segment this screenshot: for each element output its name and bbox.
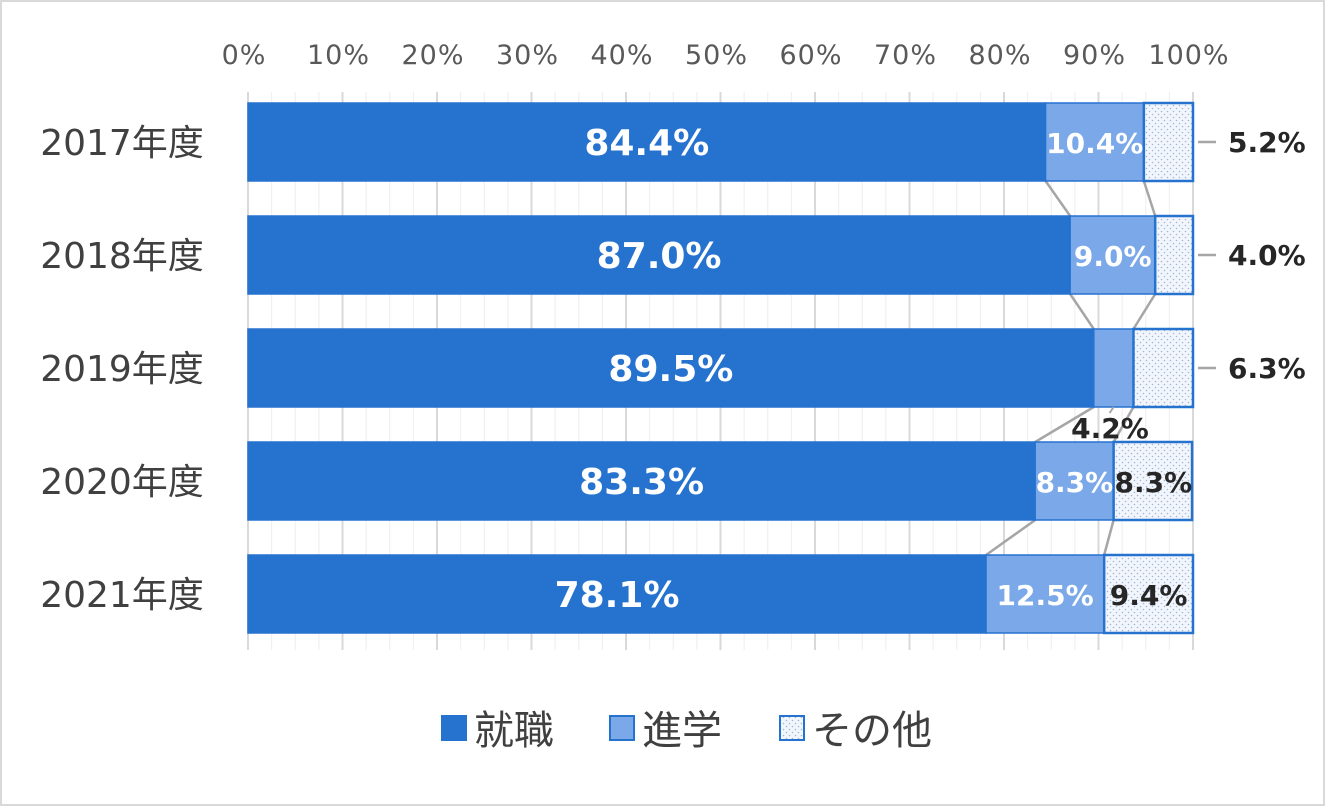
bar-shingaku-2017年度: [1044, 102, 1145, 182]
x-tick-label: 50%: [685, 40, 748, 71]
x-tick-label: 100%: [1148, 40, 1229, 71]
bars: [247, 101, 1195, 635]
x-axis-tick-labels: 0% 10% 20% 30% 40% 50% 60% 70% 80% 90% 100%: [222, 40, 1229, 71]
legend-label: 就職: [474, 708, 554, 754]
bar-sonota-2018年度: [1153, 214, 1195, 296]
legend-swatch-shingaku: [609, 715, 635, 741]
bar-shushoku-2020年度: [247, 441, 1036, 521]
legend-swatch-sonota: [779, 715, 805, 741]
x-tick-label: 20%: [401, 40, 464, 71]
legend-swatch-shushoku: [441, 715, 467, 741]
x-tick-label: 90%: [1063, 40, 1126, 71]
data-label-sonota: 6.3%: [1228, 352, 1306, 385]
x-tick-label: 30%: [496, 40, 559, 71]
series-line: [1112, 406, 1135, 443]
data-label-sonota: 9.4%: [1110, 579, 1188, 612]
series-line: [1044, 180, 1072, 217]
data-label-shushoku: 89.5%: [608, 349, 733, 390]
bar-sonota-2019年度: [1132, 327, 1195, 409]
category-label: 2019年度: [40, 349, 204, 390]
data-label-shingaku: 8.3%: [1036, 466, 1114, 499]
bar-shingaku-2020年度: [1034, 441, 1115, 521]
x-tick-label: 10%: [307, 40, 370, 71]
category-label: 2021年度: [40, 575, 204, 616]
bar-sonota-2017年度: [1142, 101, 1195, 183]
bar-sonota-2021年度: [1102, 553, 1195, 635]
legend-label: 進学: [642, 708, 722, 754]
bar-shingaku-2019年度: [1093, 328, 1135, 408]
x-tick-label: 60%: [779, 40, 842, 71]
data-labels: 84.4% 87.0% 89.5% 83.3% 78.1% 10.4% 9.0% 4.2% 8.…: [555, 123, 1306, 616]
category-label: 2017年度: [40, 123, 204, 164]
series-lines: [985, 180, 1157, 557]
bar-shingaku-2021年度: [985, 554, 1105, 634]
data-label-shingaku: 4.2%: [1071, 412, 1149, 445]
x-tick-label: 80%: [968, 40, 1031, 71]
data-label-sonota: 8.3%: [1114, 466, 1192, 499]
bar-sonota-2020年度: [1112, 440, 1194, 522]
bar-shushoku-2017年度: [247, 102, 1047, 182]
data-label-shingaku: 9.0%: [1074, 240, 1152, 273]
bar-shushoku-2018年度: [247, 215, 1071, 295]
data-label-shingaku: 12.5%: [997, 579, 1094, 612]
x-tick-label: 70%: [874, 40, 937, 71]
bar-shushoku-2021年度: [247, 554, 987, 634]
category-labels: 2017年度 2018年度 2019年度 2020年度 2021年度: [40, 123, 204, 616]
data-label-sonota: 4.0%: [1228, 239, 1306, 272]
data-label-shushoku: 83.3%: [579, 462, 704, 503]
series-line: [1034, 405, 1095, 444]
leader-line: [1108, 406, 1115, 414]
data-label-shushoku: 84.4%: [584, 123, 709, 164]
data-label-shingaku: 10.4%: [1046, 127, 1143, 160]
legend: 就職 進学 その他: [441, 708, 932, 754]
data-label-shushoku: 78.1%: [555, 575, 680, 616]
series-line: [1142, 180, 1157, 217]
bar-shushoku-2019年度: [247, 328, 1095, 408]
category-label: 2018年度: [40, 236, 204, 277]
data-label-shushoku: 87.0%: [597, 236, 722, 277]
x-tick-label: 40%: [590, 40, 653, 71]
bar-shingaku-2018年度: [1069, 215, 1156, 295]
x-tick-label: 0%: [222, 40, 267, 71]
legend-label: その他: [812, 708, 932, 754]
series-line: [1069, 293, 1095, 330]
series-line: [1102, 519, 1115, 556]
data-label-sonota: 5.2%: [1228, 126, 1306, 159]
series-line: [985, 518, 1036, 557]
category-label: 2020年度: [40, 462, 204, 503]
series-line: [1132, 293, 1157, 330]
